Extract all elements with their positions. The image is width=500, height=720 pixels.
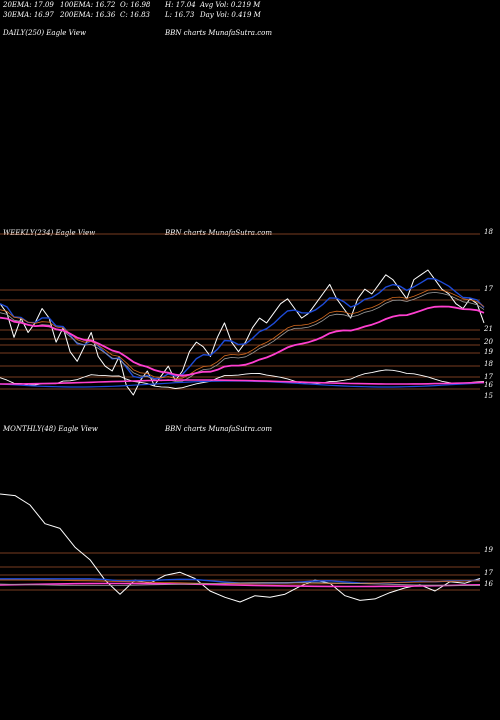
monthly-ema-long: [0, 582, 481, 588]
weekly-ema-orange: [0, 288, 485, 379]
header-200ema: 200EMA: 16.36: [60, 11, 116, 19]
weekly-axis-tick-0: 18: [484, 228, 493, 236]
monthly-ema-gray: [0, 582, 480, 586]
header-20ema: 20EMA: 17.09: [3, 1, 54, 9]
monthly-axis-tick-2: 16: [484, 580, 493, 588]
weekly-axis-tick-2: 21: [483, 325, 493, 333]
weekly-ema-gray: [0, 291, 485, 382]
daily-panel-label: DAILY(250) Eagle View: [3, 29, 86, 37]
weekly-axis-tick-7: 16: [484, 381, 493, 389]
header-avg-vol: Avg Vol: 0.219 M: [200, 1, 261, 9]
header-open: O: 16.98: [120, 1, 151, 9]
weekly-price-line: [0, 269, 485, 396]
weekly-panel-source: BBN charts MunafaSutra.com: [165, 229, 272, 237]
header-high: H: 17.04: [165, 1, 196, 9]
weekly-axis-tick-6: 17: [484, 373, 493, 381]
monthly-panel-source: BBN charts MunafaSutra.com: [165, 425, 272, 433]
weekly-axis-tick-4: 19: [484, 348, 493, 356]
weekly-ema-short: [0, 277, 485, 380]
header-day-vol: Day Vol: 0.419 M: [200, 11, 261, 19]
header-30ema: 30EMA: 16.97: [3, 11, 54, 19]
header-low: L: 16.73: [165, 11, 195, 19]
monthly-axis-tick-0: 19: [484, 546, 493, 554]
monthly-panel-label: MONTHLY(48) Eagle View: [3, 425, 98, 433]
monthly-ema-orange: [0, 579, 481, 585]
daily-panel-source: BBN charts MunafaSutra.com: [165, 29, 272, 37]
header-close: C: 16.83: [120, 11, 150, 19]
weekly-ema-long: [0, 305, 485, 377]
weekly-axis-tick-3: 20: [483, 338, 493, 346]
weekly-axis-tick-8: 15: [484, 392, 493, 400]
header-100ema: 100EMA: 16.72: [60, 1, 116, 9]
weekly-panel-label: WEEKLY(234) Eagle View: [3, 229, 96, 237]
weekly-axis-tick-5: 18: [484, 360, 493, 368]
weekly-indicator-pink: [0, 379, 485, 385]
monthly-price-line: [0, 493, 481, 603]
weekly-axis-tick-1: 17: [484, 285, 493, 293]
monthly-axis-tick-1: 17: [484, 569, 493, 577]
weekly-indicator-line: [0, 369, 485, 389]
